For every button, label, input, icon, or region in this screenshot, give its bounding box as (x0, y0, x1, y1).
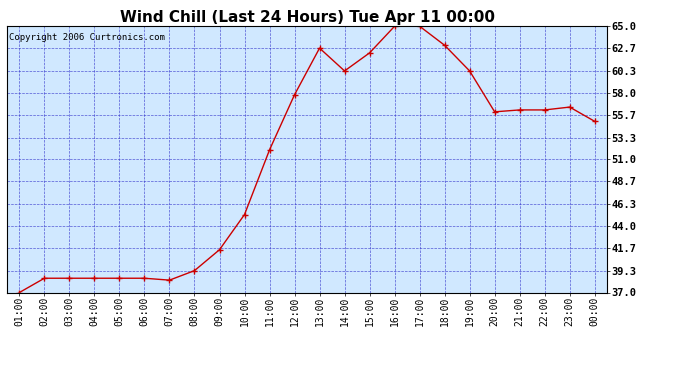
Text: Copyright 2006 Curtronics.com: Copyright 2006 Curtronics.com (9, 33, 165, 42)
Title: Wind Chill (Last 24 Hours) Tue Apr 11 00:00: Wind Chill (Last 24 Hours) Tue Apr 11 00… (119, 10, 495, 25)
